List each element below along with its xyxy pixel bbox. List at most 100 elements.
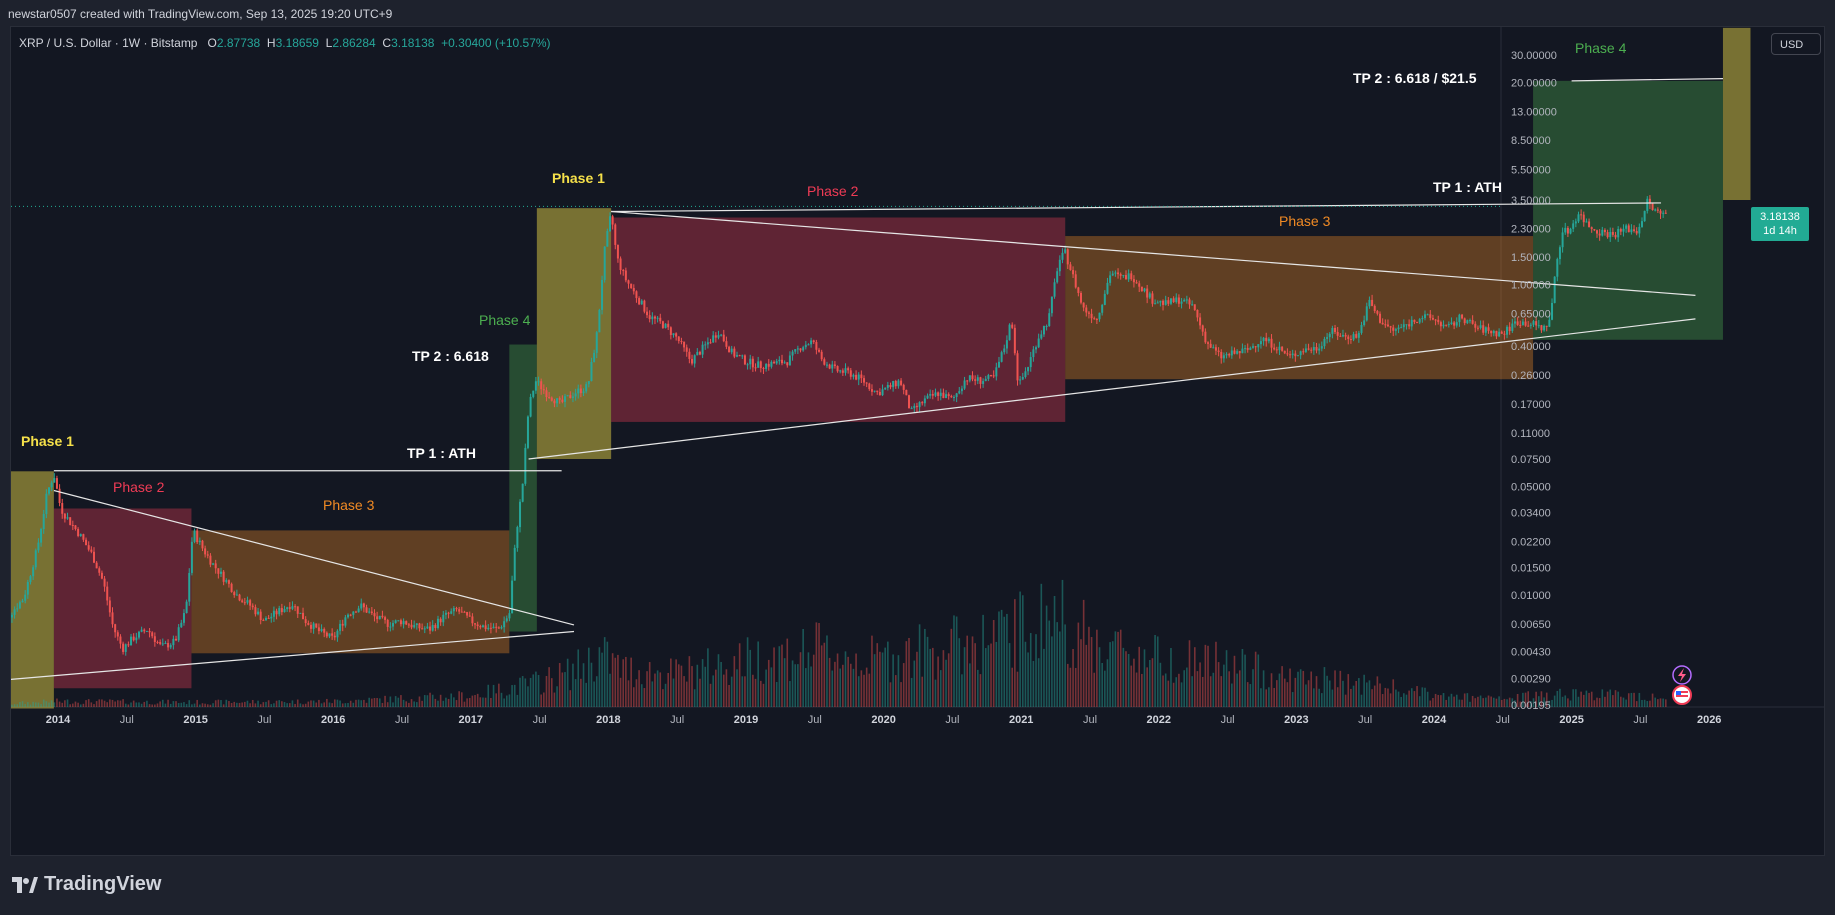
candle-body — [1416, 322, 1419, 324]
candle-body — [717, 335, 720, 338]
candle-body — [1389, 326, 1392, 328]
candle-body — [1283, 350, 1286, 354]
volume-bar — [408, 702, 410, 707]
candle-body — [598, 309, 601, 333]
candle-body — [1267, 338, 1270, 342]
volume-bar — [93, 704, 95, 707]
volume-bar — [1649, 700, 1651, 707]
volume-bar — [32, 701, 34, 707]
volume-bar — [175, 701, 177, 707]
candle-body — [1445, 324, 1448, 326]
candle-body — [34, 550, 37, 568]
volume-bar — [484, 697, 487, 707]
candle-body — [1183, 299, 1186, 302]
volume-bar — [1567, 698, 1569, 707]
candle-body — [1413, 319, 1416, 323]
volume-bar — [1582, 694, 1585, 707]
candle-body — [1334, 327, 1337, 332]
candle-body — [513, 547, 516, 581]
candle-body — [1238, 351, 1241, 354]
candle-body — [48, 487, 51, 494]
volume-bar — [844, 651, 847, 707]
candle-body — [156, 641, 159, 643]
volume-bar — [926, 636, 929, 707]
volume-bar — [1498, 696, 1500, 707]
candle-body — [124, 644, 127, 652]
chart-canvas[interactable]: 30.00000 20.00000 13.00000 8.50000 5.50000 3.… — [11, 27, 1824, 855]
candle-body — [1304, 348, 1307, 352]
volume-bar — [48, 702, 50, 707]
candle-body — [1643, 210, 1646, 222]
candle-body — [1169, 298, 1172, 304]
volume-bar — [1580, 691, 1582, 707]
volume-bar — [619, 677, 622, 707]
volume-bar — [1117, 631, 1119, 707]
candle-body — [460, 611, 463, 613]
volume-bar — [273, 703, 275, 707]
candle-body — [1318, 348, 1321, 351]
candle-body — [619, 258, 622, 271]
volume-bar — [1519, 701, 1522, 707]
candle-body — [167, 643, 170, 648]
y-tick-label: 0.07500 — [1511, 454, 1551, 466]
candle-body — [881, 389, 884, 396]
candle-body — [1270, 338, 1273, 348]
volume-bar — [834, 661, 836, 707]
volume-bar — [1215, 641, 1217, 707]
volume-bar — [206, 704, 209, 707]
candle-body — [1421, 318, 1424, 320]
candle-body — [185, 601, 188, 614]
candle-body — [608, 216, 611, 232]
candle-body — [561, 399, 564, 402]
volume-bar — [1392, 679, 1395, 707]
symbol-legend[interactable]: XRP / U.S. Dollar · 1W · Bitstamp O2.877… — [19, 36, 551, 50]
currency-button[interactable]: USD — [1771, 33, 1821, 55]
candle-body — [1228, 354, 1231, 356]
candle-body — [929, 394, 932, 396]
x-tick-label: 2018 — [596, 714, 620, 726]
volume-bar — [463, 701, 466, 707]
candle-body — [915, 405, 918, 408]
volume-bar — [775, 682, 778, 707]
volume-bar — [1088, 626, 1090, 707]
candle-body — [971, 375, 974, 380]
volume-bar — [1339, 670, 1342, 707]
volume-bar — [688, 656, 691, 707]
candle-body — [995, 367, 998, 377]
volume-bar — [204, 703, 206, 707]
candle-body — [1291, 353, 1294, 356]
candle-body — [1368, 299, 1371, 307]
volume-bar — [1405, 694, 1408, 707]
candle-body — [1561, 232, 1564, 248]
volume-bar — [1426, 691, 1429, 707]
chart-area[interactable]: 30.00000 20.00000 13.00000 8.50000 5.50000 3.… — [10, 26, 1825, 856]
volume-bar — [1429, 700, 1432, 707]
volume-bar — [908, 637, 910, 707]
candle-body — [672, 333, 675, 336]
candle-body — [878, 391, 881, 396]
volume-bar — [1249, 684, 1252, 707]
volume-bar — [884, 647, 886, 707]
volume-bar — [1040, 583, 1043, 707]
candle-body — [405, 621, 408, 625]
volume-bar — [564, 672, 566, 707]
candle-body — [945, 394, 948, 398]
candle-body — [1339, 335, 1342, 337]
candle-body — [18, 602, 21, 609]
candle-body — [384, 617, 387, 620]
candle-body — [511, 580, 514, 614]
tradingview-logo[interactable]: TradingView — [12, 873, 161, 896]
candle-body — [307, 623, 310, 625]
volume-bar — [1066, 663, 1069, 707]
volume-bar — [601, 652, 603, 707]
lightning-icon[interactable] — [1672, 665, 1692, 685]
flag-icon[interactable] — [1672, 685, 1692, 705]
candle-body — [963, 380, 966, 389]
volume-bar — [662, 689, 664, 707]
candle-body — [331, 633, 334, 636]
candle-body — [1122, 275, 1125, 277]
volume-bar — [1559, 688, 1561, 707]
volume-bar — [79, 704, 82, 707]
volume-bar — [453, 697, 455, 707]
candle-body — [622, 270, 625, 272]
